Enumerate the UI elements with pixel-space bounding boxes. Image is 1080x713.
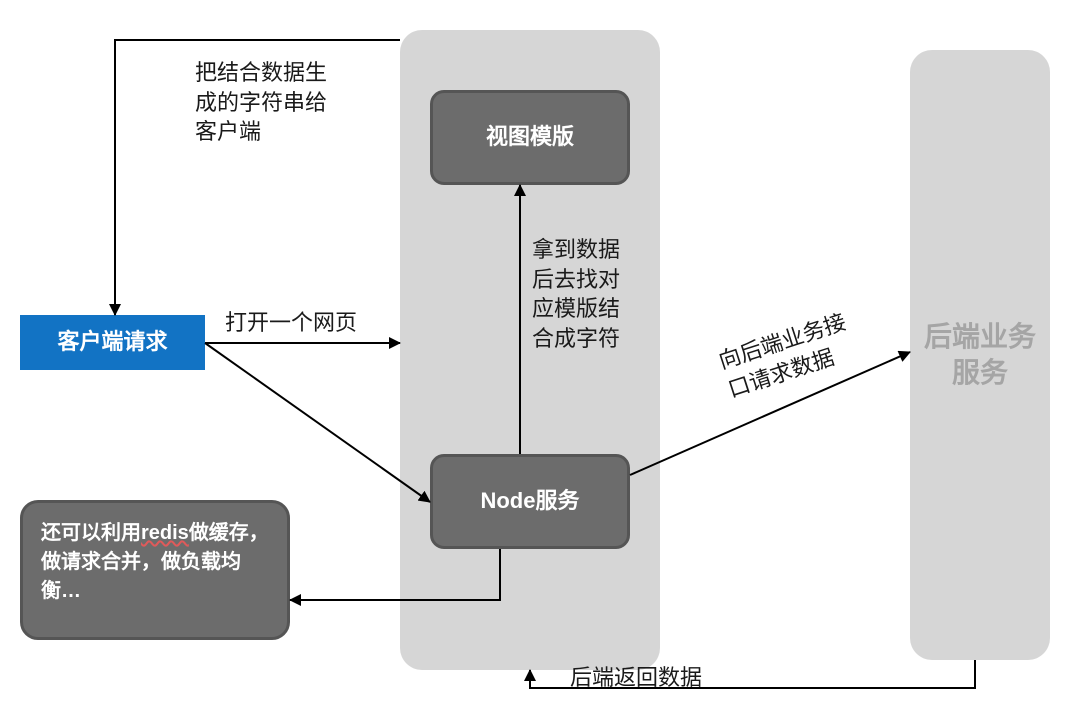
label-top-left-text: 把结合数据生 成的字符串给 客户端 xyxy=(195,58,395,147)
backend-box: 后端业务 服务 xyxy=(910,50,1050,660)
client-request: 客户端请求 xyxy=(20,315,205,370)
label-to-backend: 向后端业务接 口请求数据 xyxy=(715,280,943,404)
label-backend-return: 后端返回数据 xyxy=(570,663,830,693)
redis-note-text: 还可以利用redis做缓存，做请求合并，做负载均衡… xyxy=(41,519,269,606)
label-open-page: 打开一个网页 xyxy=(225,308,405,338)
node-service: Node服务 xyxy=(430,454,630,549)
redis-note: 还可以利用redis做缓存，做请求合并，做负载均衡… xyxy=(20,500,290,640)
view-template: 视图模版 xyxy=(430,90,630,185)
arrow-client-to-node xyxy=(205,343,430,502)
label-mid-text: 拿到数据 后去找对 应模版结 合成字符 xyxy=(532,235,692,354)
